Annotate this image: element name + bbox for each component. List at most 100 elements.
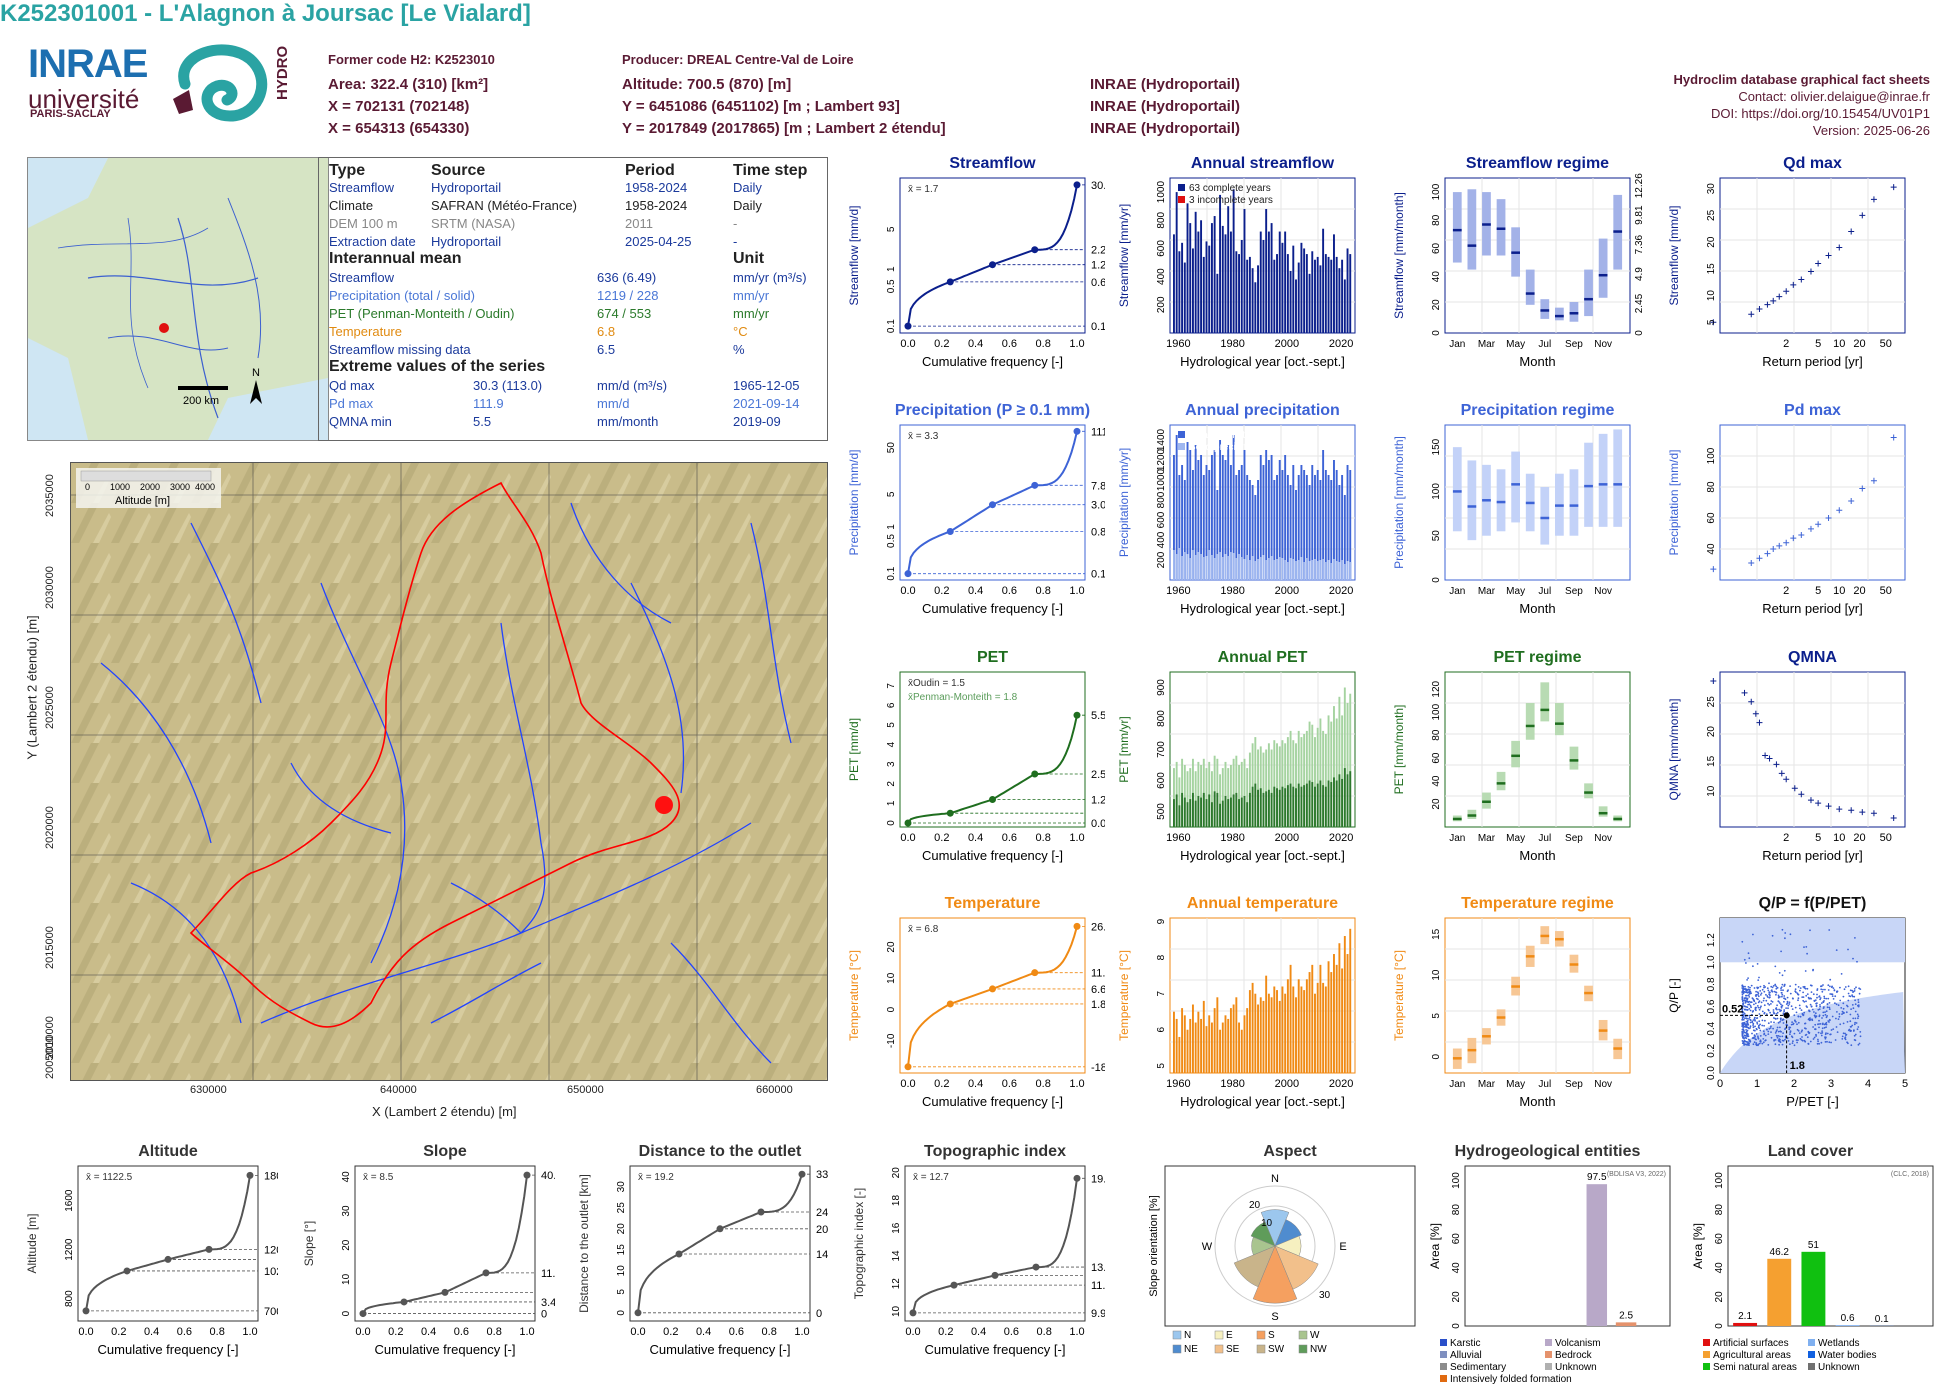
scatter-point <box>1824 1041 1827 1043</box>
scatter-point <box>1744 1036 1747 1039</box>
scatter-point <box>1806 987 1809 990</box>
scatter-point <box>1835 1026 1838 1028</box>
scatter-point <box>1786 1037 1789 1039</box>
bar <box>1219 440 1222 580</box>
plot-area <box>1719 177 1906 334</box>
bar-value: 0.1 <box>1875 1314 1889 1325</box>
bar <box>1265 209 1268 333</box>
bar <box>1346 248 1349 333</box>
legend-swatch <box>1440 1351 1447 1358</box>
box <box>1569 954 1579 973</box>
scatter-point <box>1818 995 1821 997</box>
legend-title: Altitude [m] <box>115 495 170 507</box>
bar <box>1219 194 1222 333</box>
scatter-point <box>1760 992 1763 995</box>
scatter-point <box>1767 1008 1770 1011</box>
scatter-point <box>1741 1032 1744 1034</box>
scatter-point <box>1772 1027 1774 1030</box>
bar <box>1238 470 1241 580</box>
legend-swatch <box>1178 196 1185 203</box>
scatter-point <box>1755 990 1757 993</box>
bar-secondary <box>1303 562 1306 580</box>
bar <box>1311 964 1314 1073</box>
bar <box>1295 997 1297 1073</box>
map-xtick: 660000 <box>756 1084 793 1096</box>
bar-secondary <box>1221 557 1224 580</box>
scatter-point <box>1817 1038 1819 1041</box>
scatter-point <box>1802 1014 1805 1017</box>
bar <box>1338 943 1341 1073</box>
y-tick: 10 <box>1706 290 1717 302</box>
bar-secondary <box>1289 558 1292 580</box>
scatter-point <box>1777 1035 1780 1037</box>
plot-area <box>354 1165 536 1322</box>
rose-sector <box>1252 1245 1298 1304</box>
scatter-point <box>1759 1035 1762 1037</box>
scatter-point <box>1750 992 1752 995</box>
scatter-point <box>1856 1013 1859 1016</box>
scatter-point <box>1788 1027 1791 1029</box>
bar <box>1205 799 1208 827</box>
doi[interactable]: DOI: https://doi.org/10.15454/UV01P1 <box>1711 106 1930 121</box>
scatter-point <box>1789 1043 1791 1045</box>
scatter-point <box>1763 997 1765 1000</box>
scatter-point <box>1845 1033 1848 1036</box>
scatter-point <box>1849 1020 1852 1023</box>
bar <box>1254 783 1257 827</box>
scatter-point <box>1741 1035 1744 1037</box>
scatter-point <box>1743 1017 1746 1019</box>
scatter-point <box>1747 991 1749 994</box>
box <box>1467 460 1477 541</box>
y-tick: 800 <box>1156 491 1167 508</box>
bar <box>1343 936 1346 1073</box>
bar <box>1257 265 1259 333</box>
chart-title: PET regime <box>1493 649 1581 666</box>
bar <box>1175 435 1178 580</box>
x-tick: 0.0 <box>630 1326 645 1338</box>
bar <box>1240 1029 1243 1073</box>
scatter-point <box>1754 1038 1757 1041</box>
scatter-point <box>1797 1021 1800 1024</box>
bar-solid <box>1175 554 1178 580</box>
box <box>1467 809 1477 819</box>
scatter-point <box>1847 999 1850 1002</box>
chart-title: Streamflow <box>949 155 1036 172</box>
x-axis-label: Cumulative frequency [-] <box>98 1342 239 1357</box>
limit-area <box>1720 918 1905 963</box>
scatter-point <box>1747 994 1750 997</box>
y-tick: 20 <box>1451 1291 1462 1303</box>
right-tick: 0 <box>1634 330 1645 336</box>
scatter-point <box>1783 969 1786 972</box>
scatter-point <box>1743 1021 1746 1024</box>
quantile-point <box>523 1171 531 1179</box>
y-tick: 100 <box>1706 447 1717 464</box>
scatter-point <box>1854 999 1856 1002</box>
x-tick: 1980 <box>1220 338 1244 350</box>
x-tick: 2020 <box>1329 1078 1353 1090</box>
bar <box>1181 792 1184 827</box>
data-point <box>1791 785 1798 792</box>
scatter-point <box>1814 1023 1817 1026</box>
contact[interactable]: Contact: olivier.delaigue@inrae.fr <box>1738 89 1930 104</box>
scatter-point <box>1748 1044 1750 1046</box>
box <box>1496 199 1506 256</box>
bar <box>1227 206 1230 333</box>
scatter-point <box>1741 1040 1744 1042</box>
scatter-point <box>1812 993 1815 996</box>
scatter-point <box>1821 1027 1824 1030</box>
bar <box>1181 465 1184 580</box>
scatter-point <box>1768 993 1770 995</box>
legend-label: SW <box>1268 1344 1285 1355</box>
scatter-point <box>1741 998 1744 1001</box>
scatter-point <box>1818 996 1820 998</box>
scatter-point <box>1772 1009 1775 1011</box>
scatter-point <box>1751 1037 1754 1039</box>
row-source: Hydroportail <box>431 234 502 249</box>
scatter-point <box>1754 1019 1756 1022</box>
legend-swatch <box>1298 1330 1308 1340</box>
x-tick: 50 <box>1880 832 1892 844</box>
bar-secondary <box>1173 550 1175 580</box>
bar <box>1186 203 1189 333</box>
